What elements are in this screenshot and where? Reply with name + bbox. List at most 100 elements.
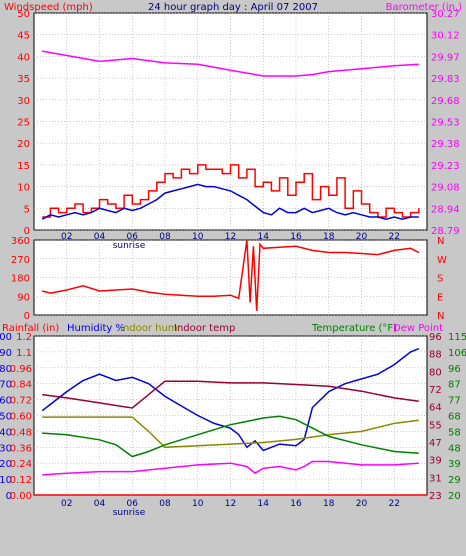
barometer-tick: 28.94 [431, 204, 460, 215]
wind-x-tick: 10 [192, 232, 204, 242]
dewpoint-series [42, 460, 419, 476]
humidity-tick: 90 [0, 348, 12, 359]
wind-x-sunrise: sunrise [113, 241, 146, 251]
wind-x-tick: 14 [258, 232, 270, 242]
windspeed-tick: 15 [17, 161, 30, 172]
temp-b-tick: 96 [448, 364, 461, 375]
rainfall-tick: 0.00 [10, 491, 32, 502]
rainfall-tick: 0.12 [10, 475, 32, 486]
climate-x-tick: 14 [258, 499, 270, 509]
dewpoint-label: Dew Point [393, 323, 443, 334]
temp-a-tick: 23 [429, 491, 442, 502]
climate-x-tick: 08 [159, 499, 171, 509]
temp-b-tick: 115 [448, 332, 466, 343]
wind-x-tick: 06 [127, 232, 139, 242]
barometer-tick: 29.23 [431, 161, 460, 172]
rainfall-tick: 0.36 [10, 443, 32, 454]
temp-b-tick: 68 [448, 412, 461, 423]
windspeed-tick: 10 [17, 183, 30, 194]
windspeed-series [42, 164, 420, 218]
barometer-tick: 29.68 [431, 96, 460, 107]
compass-tick: S [437, 274, 443, 285]
compass-tick: N [437, 311, 444, 322]
wind-x-tick: 08 [159, 232, 171, 242]
humidity-tick: 20 [0, 459, 12, 470]
temp-b-tick: 77 [448, 396, 461, 407]
indoor-hum-series [42, 416, 419, 449]
wind-direction-series [42, 239, 420, 311]
windspeed-tick: 40 [17, 52, 30, 63]
barometer-tick: 28.79 [431, 226, 460, 237]
temperature-series [42, 415, 419, 458]
windspeed-tick: 5 [24, 204, 30, 215]
windspeed-tick: 45 [17, 31, 30, 42]
temp-b-tick: 106 [448, 348, 466, 359]
compass-tick: W [437, 255, 447, 266]
windspeed-tick: 50 [17, 9, 30, 20]
barometer-tick: 29.83 [431, 74, 460, 85]
barometer-tick: 29.53 [431, 118, 460, 129]
humidity-label: Humidity % [67, 323, 125, 334]
rainfall-tick: 0.48 [10, 427, 32, 438]
compass-tick: E [437, 292, 443, 303]
climate-x-tick: 22 [389, 499, 400, 509]
barometer-tick: 29.97 [431, 52, 460, 63]
direction-tick: 180 [11, 274, 30, 285]
windspeed-tick: 30 [17, 96, 30, 107]
rainfall-tick: 1.2 [16, 332, 32, 343]
humidity-series [41, 348, 420, 452]
rainfall-tick: 0.60 [10, 412, 32, 423]
climate-x-tick: 18 [323, 499, 335, 509]
barometer-tick: 29.38 [431, 139, 460, 150]
indoor-hum-label: Indoor hum [120, 323, 178, 334]
climate-x-tick: 12 [225, 499, 236, 509]
wind-x-tick: 04 [94, 232, 106, 242]
temp-b-tick: 29 [448, 475, 461, 486]
rainfall-tick: 0.84 [10, 380, 32, 391]
barometer-tick: 30.12 [431, 31, 460, 42]
temp-b-tick: 48 [448, 443, 461, 454]
temp-a-tick: 64 [429, 403, 442, 414]
indoor-temp-series [42, 380, 419, 409]
direction-tick: 270 [11, 255, 30, 266]
climate-x-tick: 10 [192, 499, 204, 509]
humidity-tick: 40 [0, 427, 12, 438]
direction-tick: 360 [11, 236, 30, 247]
wind-x-tick: 02 [61, 232, 72, 242]
climate-x-tick: 16 [290, 499, 302, 509]
windspeed-tick: 20 [17, 139, 30, 150]
temp-a-tick: 39 [429, 456, 442, 467]
climate-x-tick: 02 [61, 499, 72, 509]
rainfall-tick: 0.72 [10, 396, 32, 407]
temp-b-tick: 20 [448, 491, 461, 502]
temp-b-tick: 58 [448, 427, 461, 438]
climate-x-tick: 20 [356, 499, 368, 509]
barometer-tick: 29.08 [431, 183, 460, 194]
windspeed-tick: 35 [17, 74, 30, 85]
humidity-tick: 60 [0, 396, 12, 407]
temp-a-tick: 31 [429, 473, 442, 484]
wind-x-tick: 18 [323, 232, 335, 242]
wind-average-series [41, 183, 419, 220]
humidity-tick: 50 [0, 412, 12, 423]
barometer-series [42, 50, 419, 77]
temp-a-tick: 88 [429, 350, 442, 361]
barometer-tick: 30.27 [431, 9, 460, 20]
temp-a-tick: 96 [429, 332, 442, 343]
rainfall-tick: 1.1 [16, 348, 32, 359]
humidity-tick: 30 [0, 443, 12, 454]
temp-b-tick: 39 [448, 459, 461, 470]
climate-x-sunrise: sunrise [113, 508, 146, 518]
temp-b-tick: 87 [448, 380, 461, 391]
humidity-tick: 80 [0, 364, 12, 375]
humidity-tick: 70 [0, 380, 12, 391]
compass-tick: N [437, 236, 444, 247]
wind-x-tick: 16 [290, 232, 302, 242]
temp-a-tick: 47 [429, 438, 442, 449]
barometer-label: Barometer (in.) [386, 2, 462, 13]
rainfall-label: Rainfall (in) [2, 323, 59, 334]
direction-tick: 0 [24, 311, 30, 322]
temp-a-tick: 72 [429, 385, 442, 396]
windspeed-tick: 25 [17, 118, 30, 129]
